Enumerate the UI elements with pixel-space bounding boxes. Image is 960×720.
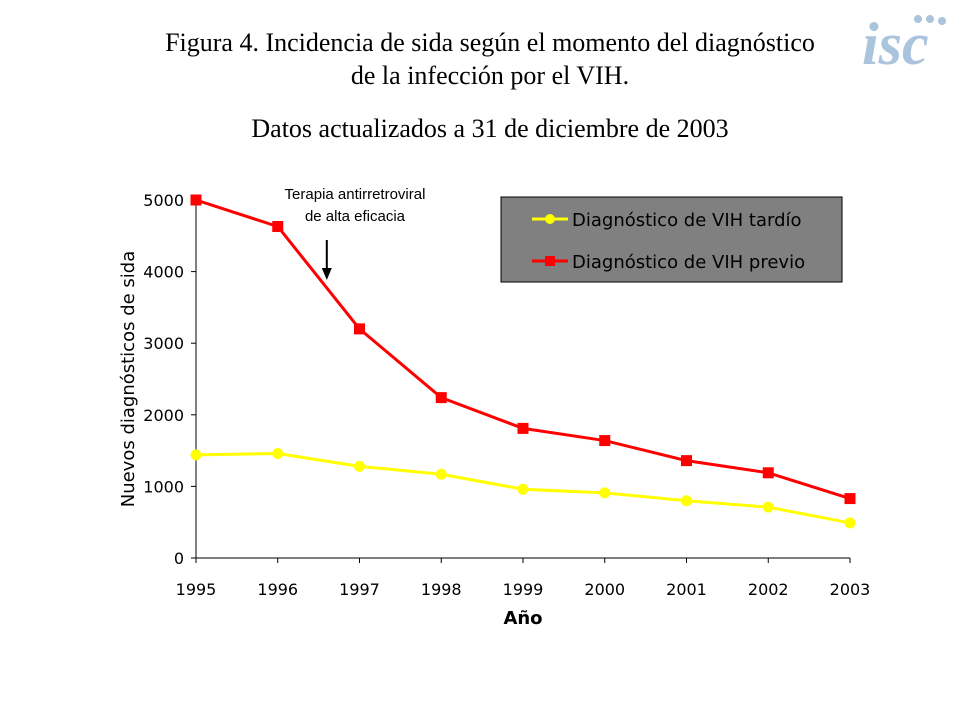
legend-label-late: Diagnóstico de VIH tardío	[572, 210, 802, 231]
data-point	[599, 487, 611, 499]
annotation: Terapia antirretroviral de alta eficacia	[285, 186, 426, 280]
title-line-2: de la infección por el VIH.	[350, 61, 630, 90]
title-line-1: Figura 4. Incidencia de sida según el mo…	[165, 28, 815, 57]
data-point	[517, 483, 529, 495]
legend: Diagnóstico de VIH tardío Diagnóstico de…	[500, 196, 843, 283]
annotation-line-1: Terapia antirretroviral	[285, 186, 426, 203]
data-point	[354, 323, 365, 335]
y-tick-label: 3000	[143, 334, 184, 353]
chart-axes: 0 1000 2000 3000 4000 5000 1995 1996 1997 1998 199…	[143, 191, 870, 599]
y-tick-label: 5000	[143, 191, 184, 210]
series-prev	[190, 194, 856, 505]
data-point	[354, 460, 365, 472]
page-title: Figura 4. Incidencia de sida según el mo…	[40, 26, 940, 92]
page-subtitle: Datos actualizados a 31 de diciembre de …	[251, 114, 729, 143]
x-axis-label: Año	[503, 608, 542, 629]
x-tick-label: 1995	[176, 580, 217, 599]
legend-box	[500, 196, 843, 283]
y-axis-label: Nuevos diagnósticos de sida	[118, 251, 139, 508]
series-late	[190, 447, 856, 529]
legend-item-prev: Diagnóstico de VIH previo	[532, 252, 805, 273]
data-point	[190, 194, 202, 206]
data-point	[681, 495, 692, 507]
data-point	[762, 467, 774, 479]
x-tick-label: 2000	[584, 580, 625, 599]
y-tick-label: 1000	[143, 477, 184, 496]
data-point	[272, 220, 284, 232]
x-tick-label: 2003	[830, 580, 871, 599]
annotation-arrow-icon	[321, 268, 332, 280]
x-tick-label: 1998	[421, 580, 462, 599]
data-point	[435, 468, 447, 480]
annotation-line-2: de alta eficacia	[305, 208, 406, 225]
data-point	[435, 392, 447, 404]
isciii-logo: isc	[862, 11, 946, 76]
chart-series	[190, 194, 856, 529]
x-tick-label: 2002	[748, 580, 789, 599]
data-point	[681, 455, 692, 467]
y-tick-label: 4000	[143, 263, 184, 282]
y-tick-label: 2000	[143, 406, 184, 425]
data-point	[762, 501, 774, 513]
legend-item-late: Diagnóstico de VIH tardío	[532, 210, 802, 231]
legend-label-prev: Diagnóstico de VIH previo	[572, 252, 805, 273]
data-point	[844, 517, 856, 529]
x-tick-label: 1997	[339, 580, 380, 599]
x-tick-label: 1996	[257, 580, 298, 599]
legend-marker-circle-icon	[545, 214, 555, 224]
y-tick-label: 0	[174, 549, 184, 568]
data-point	[190, 449, 202, 461]
data-point	[272, 447, 284, 459]
x-tick-label: 2001	[666, 580, 707, 599]
x-tick-label: 1999	[503, 580, 544, 599]
data-point	[517, 422, 529, 434]
data-point	[844, 493, 856, 505]
data-point	[599, 435, 611, 447]
legend-marker-square-icon	[545, 256, 555, 266]
